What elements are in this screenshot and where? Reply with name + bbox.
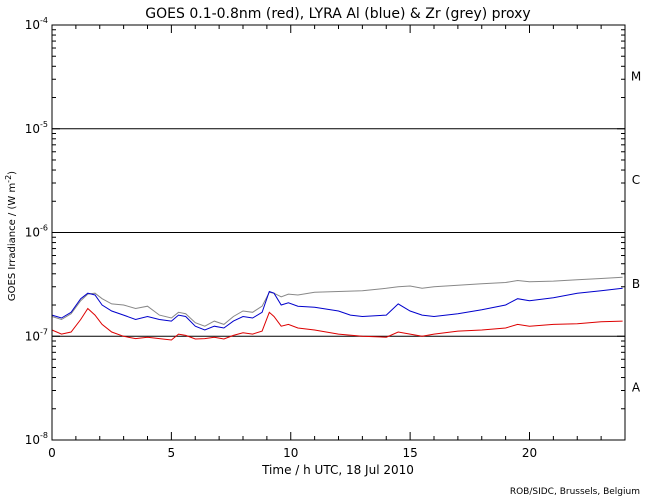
credit-text: ROB/SIDC, Brussels, Belgium [510,487,640,497]
flare-class-labels: A B C M [631,69,641,394]
class-lines [52,128,625,337]
y-tick-label-0: 10-8 [25,431,48,447]
x-ticks: 0 5 10 15 20 [48,25,626,460]
x-tick-label-4: 20 [522,446,537,460]
x-tick-label-2: 10 [283,446,298,460]
chart-title: GOES 0.1-0.8nm (red), LYRA Al (blue) & Z… [145,6,530,22]
x-tick-label-1: 5 [168,446,176,460]
y-axis-label: GOES Irradiance / (W m-2) [4,171,18,301]
y-tick-label-1: 10-7 [25,327,48,343]
y-axis-label-exp: -2 [4,175,13,183]
y-axis-label-close: ) [7,171,18,175]
flare-class-M: M [631,69,641,83]
x-tick-label-0: 0 [48,446,56,460]
x-tick-label-3: 15 [402,446,417,460]
series-line-1 [51,287,623,331]
y-ticks: 10-8 10-7 10-6 10-5 10-4 [25,16,625,447]
y-tick-label-2: 10-6 [25,224,48,240]
flare-class-A: A [632,381,641,395]
x-axis-label: Time / h UTC, 18 Jul 2010 [261,463,414,477]
y-axis-label-main: GOES Irradiance / (W m [7,183,18,301]
series-line-2 [51,307,623,341]
flare-class-C: C [632,173,640,187]
series-group [51,276,623,341]
y-tick-label-4: 10-4 [25,16,48,32]
y-tick-label-3: 10-5 [25,120,48,136]
series-line-0 [51,276,623,327]
flare-class-B: B [632,277,640,291]
